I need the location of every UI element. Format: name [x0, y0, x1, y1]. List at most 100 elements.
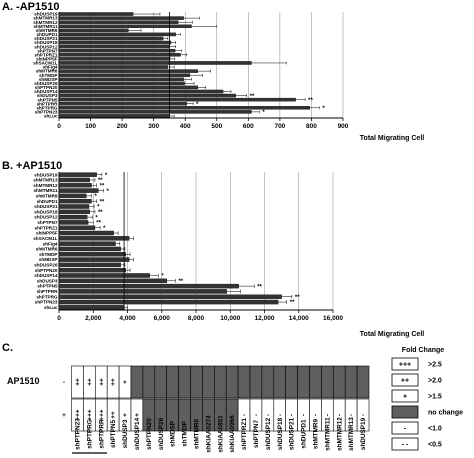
heatmap-cell-symbol: ++: [86, 378, 93, 386]
legend-label: >2.0: [428, 378, 442, 385]
heatmap-cell-symbol: -: [324, 414, 331, 416]
heatmap-cell: [142, 365, 156, 399]
legend-swatch: [391, 389, 419, 403]
category-label: shPTPN5: [37, 97, 58, 102]
bar: [58, 257, 130, 262]
x-tick-label: 6,000: [154, 315, 171, 322]
x-tick-label: 600: [243, 123, 254, 130]
category-label: shDUSP19: [34, 172, 58, 177]
bar: [58, 32, 176, 37]
bar: [58, 209, 90, 215]
bar: [58, 48, 176, 53]
category-label: shMTMR12: [33, 183, 58, 188]
heatmap-row-header: AP1510: [7, 376, 40, 386]
significance-marker: *: [107, 189, 110, 195]
category-label: shPTPN20: [35, 85, 58, 90]
heatmap-column-label: shMTMR9: [312, 418, 319, 449]
heatmap-cell-symbol: -: [289, 414, 296, 416]
heatmap-column-label: shPTPN5: [110, 420, 117, 449]
x-tick-label: 10,000: [220, 315, 240, 322]
heatmap-cell-symbol: -: [360, 414, 367, 416]
heatmap-row-label: +: [62, 412, 66, 419]
heatmap-column-label: shPTPN7: [253, 420, 260, 449]
heatmap-cell-symbol: -: [253, 414, 260, 416]
heatmap-column-label: shKIAA0966: [229, 415, 236, 453]
bar: [58, 236, 130, 241]
heatmap-column-label: shMTMR6: [193, 418, 200, 449]
category-label: shPTPN7: [37, 220, 58, 225]
bar: [58, 267, 126, 273]
category-label: shDUSP21: [34, 204, 58, 209]
x-tick-label: 900: [338, 123, 349, 130]
heatmap-column-label: shKIAA0274: [205, 415, 212, 453]
category-label: shMTMR11: [34, 188, 58, 193]
heatmap-cell-symbol: -: [265, 414, 272, 416]
heatmap-cell-symbol: ++: [110, 378, 117, 386]
legend-symbol: - -: [402, 442, 409, 449]
category-label: shPTPRR: [37, 289, 59, 294]
bar: [58, 81, 185, 86]
x-tick-label: 14,000: [289, 315, 309, 322]
heatmap-cell: [309, 365, 322, 399]
heatmap-cell-symbol: +: [134, 413, 141, 417]
x-tick-label: 16,000: [323, 315, 343, 322]
category-label: shLuc: [44, 114, 58, 119]
heatmap-column-label: shPTPRR: [98, 419, 105, 449]
category-label: shLuc: [44, 305, 58, 310]
significance-marker: *: [262, 110, 265, 116]
heatmap-row-label: -: [63, 379, 65, 386]
category-label: shDUSP14: [34, 89, 58, 94]
bar: [58, 114, 170, 118]
heatmap-cell: [237, 365, 251, 399]
category-label: shMTMR11: [34, 24, 58, 29]
bar: [58, 214, 88, 220]
category-label: shDUSP18: [34, 40, 58, 45]
bar: [58, 172, 97, 177]
bar: [58, 230, 114, 236]
heatmap-cell: [261, 365, 275, 399]
bar: [58, 57, 171, 61]
heatmap-cell-symbol: -: [348, 414, 355, 416]
heatmap-cell: [178, 365, 191, 399]
heatmap-cell: [332, 365, 346, 399]
panel-b-chart: B. +AP1510 ************************* shD…: [2, 160, 424, 338]
significance-marker: **: [257, 284, 262, 290]
panel-b-x-axis-title: Total Migrating Cell: [360, 331, 424, 338]
bar: [58, 77, 184, 82]
category-label: shINPP5F: [36, 56, 58, 61]
bar: [58, 20, 179, 24]
panel-c-heatmap: C. AP1510 -+ ++ ++ ++ ++ ++++ +++ +++ ++ + + - - - - -…: [2, 342, 463, 454]
bar: [58, 289, 227, 294]
panel-a-title: A. -AP1510: [2, 1, 59, 13]
heatmap-cell-symbol: +++: [74, 409, 81, 421]
significance-marker: **: [100, 183, 105, 189]
bar: [58, 101, 187, 106]
x-tick-label: 2,000: [85, 315, 102, 322]
category-label: shFig4: [43, 241, 58, 246]
heatmap-column-label: shDUSP19: [360, 417, 367, 450]
x-tick-label: 0: [57, 123, 61, 130]
heatmap-column-label: shTMDP: [182, 420, 189, 446]
legend-symbol: ++: [401, 378, 409, 385]
heatmap-cell: [225, 365, 239, 399]
bar: [58, 110, 252, 114]
heatmap-column-label: shMTMR13: [348, 417, 355, 451]
heatmap-column-label: shDUSP26: [158, 417, 165, 450]
category-label: shSACM1L: [33, 236, 57, 241]
x-tick-label: 300: [148, 123, 159, 130]
x-tick-label: 4,000: [119, 315, 136, 322]
category-label: shPTPN23: [35, 300, 58, 305]
significance-marker: *: [196, 102, 199, 108]
heatmap-cell: [321, 365, 334, 399]
bar: [58, 61, 252, 65]
category-label: shMTMR9: [36, 28, 58, 33]
category-label: shMTMR9: [36, 193, 58, 198]
significance-marker: **: [178, 279, 183, 285]
x-tick-label: 800: [306, 123, 317, 130]
significance-marker: **: [250, 94, 255, 100]
bar: [58, 246, 121, 252]
heatmap-cell: [154, 365, 168, 399]
bar: [58, 16, 184, 20]
category-label: shMTMR6: [36, 69, 58, 74]
heatmap-column-label: shDUSP3: [122, 419, 129, 448]
